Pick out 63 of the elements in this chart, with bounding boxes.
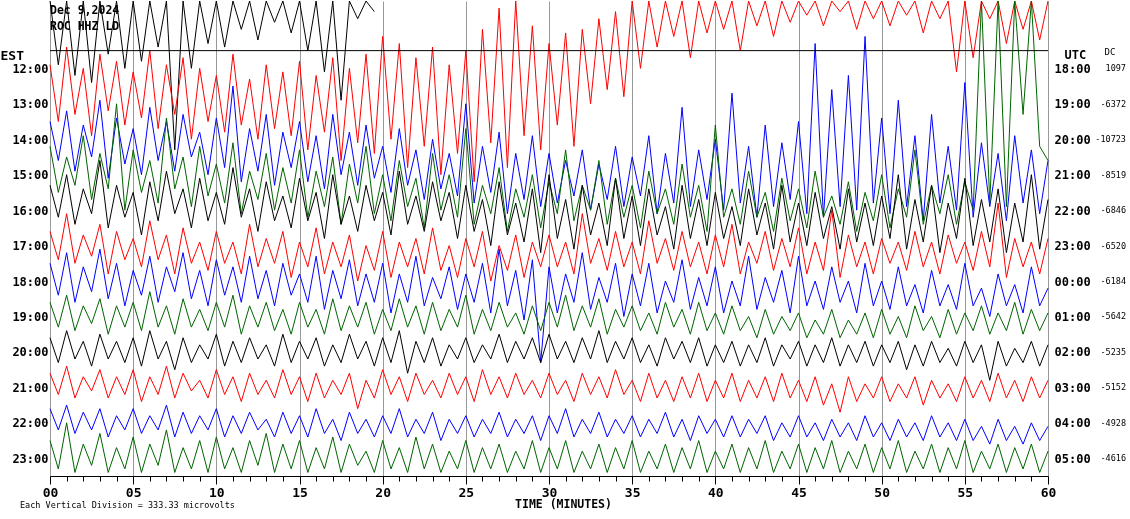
line-series: [49, 365, 1049, 413]
line-series: [49, 422, 1049, 473]
y2-axis-title: UTC: [1064, 47, 1087, 62]
x-tick-label: 25: [458, 484, 475, 500]
y-tick-label: 22:00: [12, 416, 49, 431]
y-axis-title: EST: [0, 47, 25, 63]
text: -10723: [1095, 134, 1126, 145]
line-series: [49, 0, 1049, 183]
text: -6372: [1100, 98, 1126, 109]
line-series: [49, 202, 1049, 282]
x-tick-label: 40: [708, 484, 724, 500]
y2-tick-label: 03:00: [1054, 380, 1091, 395]
y-tick-label: 13:00: [12, 97, 49, 112]
x-tick-label: 00: [42, 484, 59, 500]
line-series: [49, 0, 1049, 232]
text: -5152: [1100, 382, 1126, 393]
y-tick-label: 12:00: [12, 61, 49, 76]
y-tick-label: 23:00: [12, 451, 49, 466]
y2-tick-label: 02:00: [1054, 345, 1091, 360]
y2-tick-label: 22:00: [1054, 203, 1091, 218]
x-tick-label: 35: [624, 484, 641, 500]
y-tick-label: 15:00: [12, 168, 49, 183]
x-tick-label: 50: [874, 484, 891, 500]
text: Each Vertical Division = 333.33 microvolts: [20, 500, 235, 510]
y2-tick-label: 20:00: [1054, 132, 1091, 147]
text: -5235: [1100, 346, 1126, 357]
y2-tick-label: 21:00: [1054, 168, 1091, 183]
text: DC: [1104, 47, 1116, 58]
y-tick-label: 21:00: [12, 380, 49, 395]
text: -5642: [1100, 311, 1126, 322]
y2-tick-label: 04:00: [1054, 416, 1091, 431]
x-axis-title: TIME (MINUTES): [515, 496, 612, 511]
line-series: [49, 35, 1049, 222]
y-tick-label: 19:00: [12, 309, 49, 324]
text: -6520: [1100, 240, 1126, 251]
y2-tick-label: 18:00: [1054, 61, 1091, 76]
text: -4928: [1100, 417, 1126, 428]
x-tick-label: 10: [209, 484, 225, 500]
text: -8519: [1100, 169, 1126, 180]
x-tick-label: 45: [791, 484, 807, 500]
line-series: [49, 160, 1049, 254]
y-tick-label: 16:00: [12, 203, 49, 218]
line-series: [49, 404, 1049, 445]
x-tick-label: 60: [1040, 484, 1057, 500]
text: -6846: [1100, 205, 1126, 216]
text: 1097: [1105, 63, 1126, 74]
x-tick-label: 15: [292, 484, 308, 500]
y2-tick-label: 01:00: [1054, 309, 1091, 324]
text: -4616: [1100, 453, 1126, 464]
y2-tick-label: 05:00: [1054, 451, 1091, 466]
x-tick-label: 55: [957, 484, 974, 500]
text: -6184: [1100, 276, 1126, 287]
line-series: [49, 330, 1049, 381]
line-series: [49, 291, 1049, 339]
y2-tick-label: 23:00: [1054, 239, 1091, 254]
x-tick-label: 05: [125, 484, 142, 500]
y-tick-label: 14:00: [12, 132, 49, 147]
y-tick-label: 17:00: [12, 239, 49, 254]
x-tick-label: 20: [375, 484, 392, 500]
y-tick-label: 20:00: [12, 345, 49, 360]
y-tick-label: 18:00: [12, 274, 49, 289]
y2-tick-label: 19:00: [1054, 97, 1091, 112]
y2-tick-label: 00:00: [1054, 274, 1091, 289]
